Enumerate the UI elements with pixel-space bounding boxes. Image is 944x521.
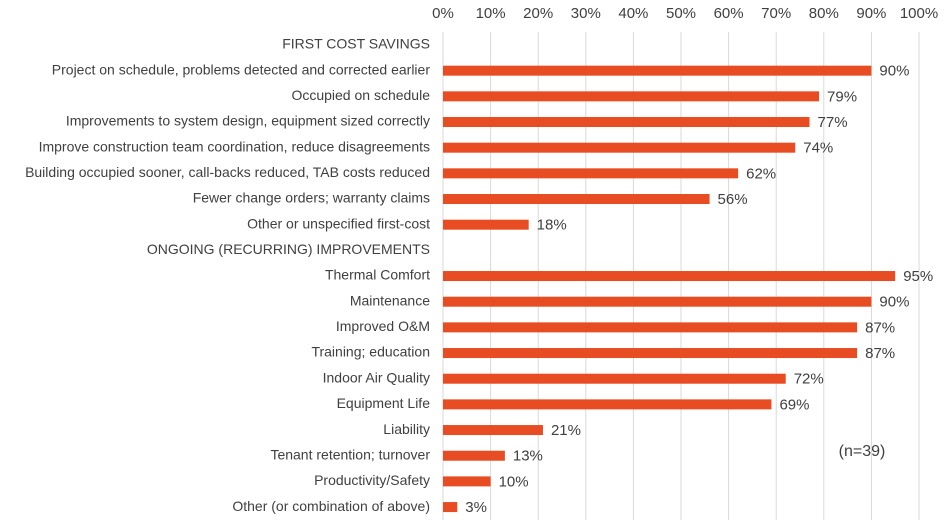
value-label: 74% — [803, 140, 833, 157]
x-tick-label: 90% — [856, 5, 886, 22]
value-label: 3% — [465, 499, 487, 516]
x-tick-label: 30% — [571, 5, 601, 22]
category-label: Building occupied sooner, call-backs red… — [25, 164, 430, 180]
bar — [443, 117, 810, 128]
value-label: 13% — [513, 448, 543, 465]
category-label: Indoor Air Quality — [323, 369, 430, 385]
value-label: 87% — [865, 345, 895, 362]
category-label: Improved O&M — [336, 318, 430, 334]
bar — [443, 219, 529, 230]
x-tick-label: 10% — [476, 5, 506, 22]
bar — [443, 322, 858, 333]
x-tick-label: 100% — [900, 5, 938, 22]
x-tick-label: 0% — [432, 5, 454, 22]
bar — [443, 194, 710, 205]
value-label: 69% — [779, 396, 809, 413]
x-tick-label: 50% — [666, 5, 696, 22]
category-label: Tenant retention; turnover — [270, 446, 430, 462]
category-label: Maintenance — [350, 292, 430, 308]
bar — [443, 296, 872, 307]
value-label: 18% — [537, 217, 567, 234]
category-label: Liability — [383, 421, 430, 437]
bar — [443, 348, 858, 359]
category-label: FIRST COST SAVINGS — [282, 36, 430, 52]
bar — [443, 450, 505, 461]
category-label: Improvements to system design, equipment… — [66, 113, 430, 129]
value-label: 79% — [827, 88, 857, 105]
value-label: 72% — [794, 371, 824, 388]
category-label: Fewer change orders; warranty claims — [193, 190, 430, 206]
x-tick-label: 80% — [809, 5, 839, 22]
category-label: Training; education — [311, 344, 430, 360]
category-label: Other (or combination of above) — [232, 498, 430, 514]
category-label: Equipment Life — [337, 395, 431, 411]
bar — [443, 373, 786, 384]
bar — [443, 425, 543, 436]
bar — [443, 65, 872, 76]
category-label: ONGOING (RECURRING) IMPROVEMENTS — [147, 241, 430, 257]
value-label: 77% — [818, 114, 848, 131]
category-label: Thermal Comfort — [325, 267, 430, 283]
value-label: 95% — [903, 268, 933, 285]
bar — [443, 399, 772, 410]
category-label: Occupied on schedule — [291, 87, 430, 103]
bar — [443, 271, 896, 282]
category-label: Productivity/Safety — [314, 472, 430, 488]
value-label: 87% — [865, 319, 895, 336]
bar — [443, 91, 820, 102]
annotation: (n=39) — [839, 443, 886, 460]
value-label: 56% — [718, 191, 748, 208]
value-label: 90% — [879, 294, 909, 311]
bar — [443, 142, 796, 153]
bar — [443, 476, 491, 487]
x-tick-label: 60% — [714, 5, 744, 22]
x-tick-label: 70% — [761, 5, 791, 22]
x-tick-label: 20% — [523, 5, 553, 22]
value-label: 10% — [499, 473, 529, 490]
value-label: 90% — [879, 63, 909, 80]
category-label: Other or unspecified first-cost — [247, 215, 430, 231]
bar — [443, 502, 458, 513]
bar — [443, 168, 739, 179]
value-label: 21% — [551, 422, 581, 439]
x-tick-label: 40% — [618, 5, 648, 22]
category-label: Improve construction team coordination, … — [39, 138, 430, 154]
category-label: Project on schedule, problems detected a… — [52, 61, 431, 77]
value-label: 62% — [746, 165, 776, 182]
